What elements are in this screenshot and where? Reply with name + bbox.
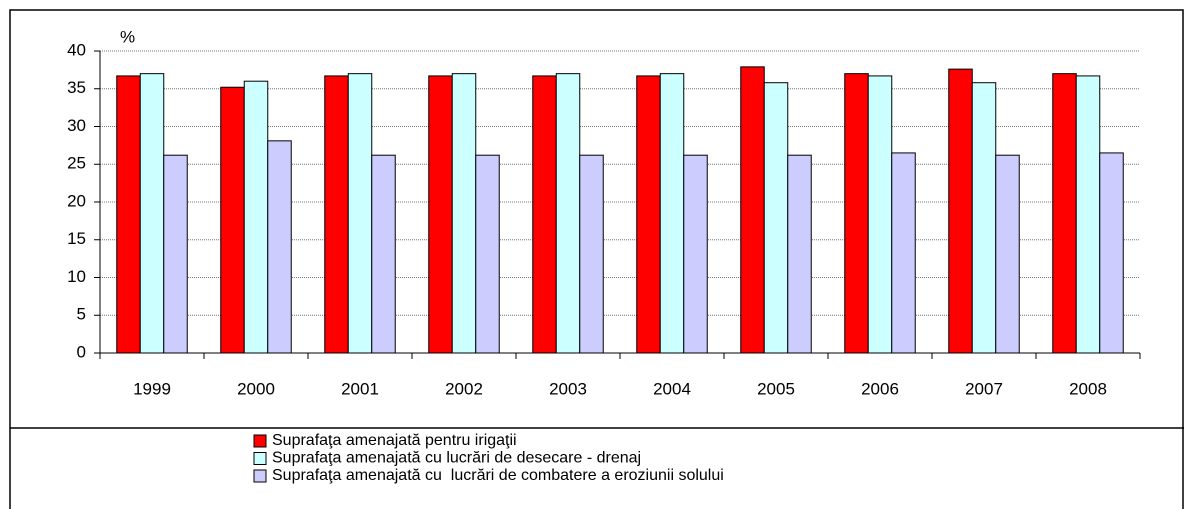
bar: [740, 66, 765, 354]
legend-label: Suprafaţa amenajată pentru irigaţii: [272, 432, 517, 449]
bar: [451, 73, 477, 354]
y-tick-label: 15: [67, 229, 86, 248]
y-tick-label: 10: [67, 267, 86, 286]
bar: [475, 154, 500, 354]
y-tick-label: 5: [77, 305, 86, 324]
x-tick-label: 2000: [237, 379, 275, 398]
bar: [428, 75, 453, 354]
bar: [1052, 73, 1077, 354]
bar: [139, 73, 165, 354]
x-tick-label: 2008: [1069, 379, 1107, 398]
y-tick-label: 35: [67, 78, 86, 97]
bar: [948, 68, 973, 354]
x-tick-label: 2001: [341, 379, 379, 398]
bar: [555, 73, 581, 354]
x-tick-label: 2004: [653, 379, 691, 398]
bar: [971, 82, 997, 354]
bar: [243, 80, 269, 354]
x-tick-label: 2005: [757, 379, 795, 398]
bar: [324, 75, 349, 354]
bar: [1075, 75, 1101, 354]
bar: [891, 152, 916, 354]
bar: [763, 82, 789, 354]
bar: [267, 140, 292, 354]
bar: [532, 75, 557, 354]
legend-swatch: [253, 452, 267, 465]
bar: [371, 154, 396, 354]
bar: [116, 75, 141, 354]
bar: [844, 73, 869, 354]
legend: Suprafaţa amenajată pentru irigaţiiSupra…: [253, 432, 724, 484]
x-tick-label: 2006: [861, 379, 899, 398]
bar: [579, 154, 604, 354]
bar: [220, 86, 245, 354]
unit-label: %: [120, 27, 135, 46]
bar: [995, 154, 1020, 354]
y-tick-label: 25: [67, 154, 86, 173]
bar: [683, 154, 708, 354]
y-tick-label: 40: [67, 40, 86, 59]
bar: [659, 73, 685, 354]
y-tick-label: 30: [67, 116, 86, 135]
bar: [636, 75, 661, 354]
x-tick-label: 2003: [549, 379, 587, 398]
legend-swatch: [253, 469, 267, 483]
legend-swatch: [253, 434, 267, 448]
legend-label: Suprafaţa amenajată cu lucrări de combat…: [272, 467, 724, 484]
x-tick-label: 1999: [133, 379, 171, 398]
bar: [787, 154, 812, 354]
chart-frame: [9, 9, 1184, 509]
bar: [163, 154, 188, 354]
x-tick-label: 2002: [445, 379, 483, 398]
bar: [867, 75, 893, 354]
bar: [347, 73, 373, 354]
bar: [1099, 152, 1124, 354]
y-tick-label: 0: [77, 342, 86, 361]
y-tick-label: 20: [67, 191, 86, 210]
x-tick-label: 2007: [965, 379, 1003, 398]
legend-label: Suprafaţa amenajată cu lucrări de deseca…: [272, 450, 641, 467]
